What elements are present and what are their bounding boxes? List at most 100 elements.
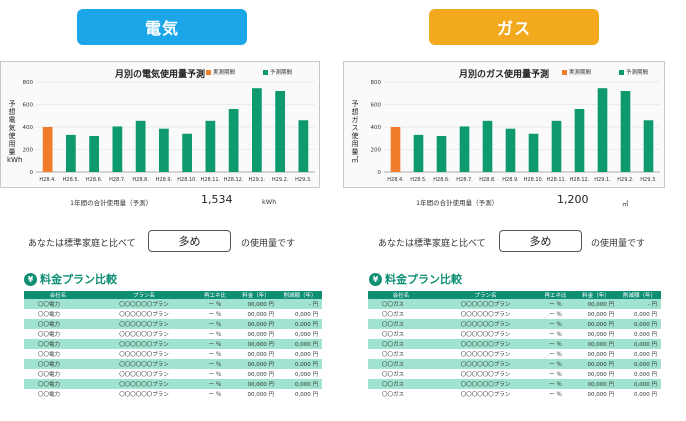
table-row[interactable]: 〇〇ガス 〇〇〇〇〇〇プランー ％ 00,000 円 0,000 円 (368, 379, 661, 389)
table-row[interactable]: 〇〇電力 〇〇〇〇〇〇プランー ％ 00,000 円 0,000 円 (24, 309, 322, 319)
cell-saving: 0,000 円 (618, 389, 661, 399)
table-row[interactable]: 〇〇電力 〇〇〇〇〇〇プランー ％ 00,000 円 0,000 円 (24, 329, 322, 339)
table-row[interactable]: 〇〇電力 〇〇〇〇〇〇プランー ％ 00,000 円 0,000 円 (24, 389, 322, 399)
electric-legend-actual: 実測期間 (206, 68, 235, 76)
bar-forecast (182, 133, 193, 172)
table-row[interactable]: 〇〇電力 〇〇〇〇〇〇プランー ％ 00,000 円- 円 (24, 299, 322, 309)
ylabel-char: 量 (8, 148, 16, 156)
cell-renewable: ー ％ (537, 299, 574, 309)
electric-plan-title: ¥ 料金プラン比較 (24, 271, 117, 287)
gas-legend-forecast: 予測期間 (619, 68, 648, 76)
table-row[interactable]: 〇〇電力 〇〇〇〇〇〇プランー ％ 00,000 円 0,000 円 (24, 369, 322, 379)
col-renewable: 再エネ比 (537, 291, 574, 299)
table-row[interactable]: 〇〇ガス 〇〇〇〇〇〇プランー ％ 00,000 円 0,000 円 (368, 389, 661, 399)
cell-company: 〇〇電力 (24, 349, 92, 359)
cell-renewable: ー ％ (196, 309, 234, 319)
electric-chart-title: 月別の電気使用量予測 (114, 70, 205, 80)
x-tick-label: H28.6. (433, 177, 450, 183)
col-saving: 削減額（年） (618, 291, 661, 299)
cell-renewable: ー ％ (537, 319, 574, 329)
electric-plan-table: 会社名 プラン名 再エネ比 料金（年） 削減額（年） 〇〇電力 〇〇〇〇〇〇プラン… (24, 291, 322, 399)
x-tick-label: H28.11. (201, 177, 221, 183)
x-tick-label: H28.7. (109, 177, 126, 183)
table-row[interactable]: 〇〇ガス 〇〇〇〇〇〇プランー ％ 00,000 円 0,000 円 (368, 339, 661, 349)
cell-company: 〇〇ガス (368, 379, 434, 389)
cell-saving: 0,000 円 (278, 319, 322, 329)
plan-title-text: 料金プラン比較 (385, 273, 462, 286)
electric-total-label: 1年間の合計使用量（予測） (70, 199, 153, 207)
cell-renewable: ー ％ (196, 299, 234, 309)
cell-renewable: ー ％ (196, 329, 234, 339)
bar-forecast (65, 134, 76, 172)
col-renewable: 再エネ比 (196, 291, 234, 299)
col-saving: 削減額（年） (278, 291, 322, 299)
x-tick-label: H28.5. (410, 177, 427, 183)
cell-plan: 〇〇〇〇〇〇プラン (434, 319, 537, 329)
cell-fee: 00,000 円 (234, 339, 278, 349)
bar-forecast (620, 91, 631, 172)
cell-company: 〇〇電力 (24, 329, 92, 339)
table-row[interactable]: 〇〇ガス 〇〇〇〇〇〇プランー ％ 00,000 円 0,000 円 (368, 329, 661, 339)
gas-total-unit: ㎥ (622, 200, 629, 208)
cell-renewable: ー ％ (196, 319, 234, 329)
table-header-row: 会社名 プラン名 再エネ比 料金（年） 削減額（年） (368, 291, 661, 299)
table-row[interactable]: 〇〇ガス 〇〇〇〇〇〇プランー ％ 00,000 円 0,000 円 (368, 359, 661, 369)
electric-chart: 月別の電気使用量予測 実測期間 予測期間 予 想 電 気 使 用 量 kWh 0… (0, 61, 320, 188)
ylabel-char: 気 (8, 124, 16, 132)
cell-renewable: ー ％ (537, 369, 574, 379)
ylabel-char: 予 (351, 100, 359, 108)
cell-saving: 0,000 円 (278, 329, 322, 339)
cell-fee: 00,000 円 (574, 349, 618, 359)
table-row[interactable]: 〇〇ガス 〇〇〇〇〇〇プランー ％ 00,000 円- 円 (368, 299, 661, 309)
cell-company: 〇〇ガス (368, 309, 434, 319)
cell-company: 〇〇ガス (368, 299, 434, 309)
table-row[interactable]: 〇〇ガス 〇〇〇〇〇〇プランー ％ 00,000 円 0,000 円 (368, 309, 661, 319)
cell-renewable: ー ％ (537, 329, 574, 339)
cell-fee: 00,000 円 (574, 379, 618, 389)
x-tick-label: H29.2. (272, 177, 289, 183)
cell-renewable: ー ％ (537, 379, 574, 389)
gas-bar-plot: 0 200 400 600 800 H28.4. H28.5. H28.6. H28.7. H28… (371, 80, 660, 183)
gas-tab-button[interactable]: ガス (429, 9, 599, 45)
cell-fee: 00,000 円 (234, 349, 278, 359)
cell-fee: 00,000 円 (574, 319, 618, 329)
table-row[interactable]: 〇〇ガス 〇〇〇〇〇〇プランー ％ 00,000 円 0,000 円 (368, 319, 661, 329)
cell-company: 〇〇ガス (368, 319, 434, 329)
x-tick-label: H28.10. (177, 177, 197, 183)
electric-compare-suffix: の使用量です (241, 239, 296, 249)
bar-forecast (482, 120, 493, 172)
cell-company: 〇〇ガス (368, 349, 434, 359)
electric-tab-button[interactable]: 電気 (77, 9, 247, 45)
cell-saving: 0,000 円 (278, 379, 322, 389)
cell-fee: 00,000 円 (574, 299, 618, 309)
table-row[interactable]: 〇〇ガス 〇〇〇〇〇〇プランー ％ 00,000 円 0,000 円 (368, 349, 661, 359)
cell-saving: 0,000 円 (278, 309, 322, 319)
ylabel-char: 電 (8, 116, 16, 124)
cell-fee: 00,000 円 (234, 329, 278, 339)
cell-saving: 0,000 円 (278, 369, 322, 379)
table-row[interactable]: 〇〇ガス 〇〇〇〇〇〇プランー ％ 00,000 円 0,000 円 (368, 369, 661, 379)
ylabel-char: 量 (351, 148, 359, 156)
ylabel-char: 使 (351, 132, 359, 140)
ylabel-char: 用 (351, 140, 359, 148)
cell-company: 〇〇電力 (24, 339, 92, 349)
gas-total-label: 1年間の合計使用量（予測） (416, 199, 499, 207)
y-tick-label: 400 (371, 125, 382, 131)
cell-renewable: ー ％ (196, 369, 234, 379)
table-row[interactable]: 〇〇電力 〇〇〇〇〇〇プランー ％ 00,000 円 0,000 円 (24, 359, 322, 369)
table-row[interactable]: 〇〇電力 〇〇〇〇〇〇プランー ％ 00,000 円 0,000 円 (24, 379, 322, 389)
electric-bar-plot: 0 200 400 600 800 H28.4. H28.5. H28.6. H28.7. H28… (23, 80, 315, 183)
x-tick-label: H28.12. (570, 177, 590, 183)
table-row[interactable]: 〇〇電力 〇〇〇〇〇〇プランー ％ 00,000 円 0,000 円 (24, 319, 322, 329)
cell-fee: 00,000 円 (234, 379, 278, 389)
table-row[interactable]: 〇〇電力 〇〇〇〇〇〇プランー ％ 00,000 円 0,000 円 (24, 349, 322, 359)
table-row[interactable]: 〇〇電力 〇〇〇〇〇〇プランー ％ 00,000 円 0,000 円 (24, 339, 322, 349)
bar-forecast (275, 91, 286, 172)
cell-company: 〇〇電力 (24, 369, 92, 379)
electric-legend-forecast: 予測期間 (263, 68, 292, 76)
bar-forecast (551, 120, 562, 172)
cell-company: 〇〇ガス (368, 359, 434, 369)
electric-total-value: 1,534 (201, 193, 233, 206)
cell-renewable: ー ％ (537, 359, 574, 369)
cell-renewable: ー ％ (537, 349, 574, 359)
